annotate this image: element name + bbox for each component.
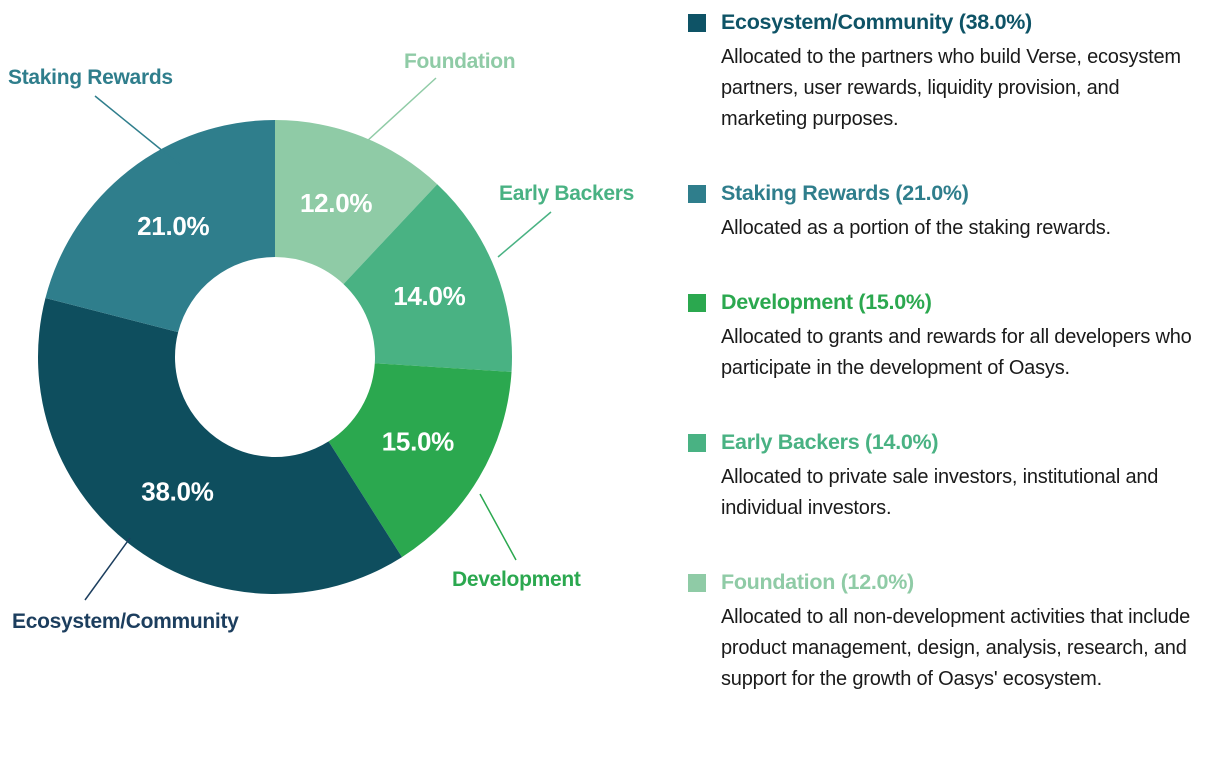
legend-title-row: Development (15.0%) xyxy=(688,290,1212,315)
pie-slice-staking-rewards xyxy=(45,120,276,333)
pie-slice-ecosystem-community xyxy=(38,298,402,594)
legend-item-title: Staking Rewards (21.0%) xyxy=(721,181,969,205)
legend-item-title: Development (15.0%) xyxy=(721,290,932,314)
legend-swatch xyxy=(688,293,706,312)
legend-item-staking-rewards: Staking Rewards (21.0%) Allocated as a p… xyxy=(688,181,1212,244)
legend-title-row: Foundation (12.0%) xyxy=(688,570,1212,595)
legend-title-row: Ecosystem/Community (38.0%) xyxy=(688,10,1212,35)
legend-title-row: Staking Rewards (21.0%) xyxy=(688,181,1212,206)
legend-item-description: Allocated as a portion of the staking re… xyxy=(721,217,1111,239)
slice-value-label-staking-rewards: 21.0% xyxy=(137,211,209,241)
slice-name-label-foundation: Foundation xyxy=(404,50,515,73)
pie-slice-foundation xyxy=(275,120,438,285)
slice-value-label-development: 15.0% xyxy=(382,427,454,457)
legend-item-description: Allocated to private sale investors, ins… xyxy=(721,466,1159,519)
legend-item-title: Early Backers (14.0%) xyxy=(721,430,939,454)
legend-swatch xyxy=(688,433,706,452)
legend-item-description: Allocated to all non-development activit… xyxy=(721,606,1191,690)
slice-name-label-ecosystem-community: Ecosystem/Community xyxy=(12,610,239,633)
leader-line-development xyxy=(479,493,517,561)
donut-chart: 12.0% Foundation 14.0% Early Backers 15.0% De… xyxy=(8,50,634,633)
slice-value-label-early-backers: 14.0% xyxy=(393,281,465,311)
legend-swatch xyxy=(688,184,706,203)
legend: Ecosystem/Community (38.0%) Allocated to… xyxy=(688,10,1212,741)
legend-item-description: Allocated to grants and rewards for all … xyxy=(721,326,1192,379)
legend-item-ecosystem-community: Ecosystem/Community (38.0%) Allocated to… xyxy=(688,10,1212,135)
slice-value-label-foundation: 12.0% xyxy=(300,188,372,218)
legend-swatch xyxy=(688,573,706,592)
slice-value-label-ecosystem-community: 38.0% xyxy=(141,476,213,506)
legend-item-foundation: Foundation (12.0%) Allocated to all non-… xyxy=(688,570,1212,695)
legend-swatch xyxy=(688,13,706,32)
slice-name-label-development: Development xyxy=(452,568,581,591)
legend-item-title: Ecosystem/Community (38.0%) xyxy=(721,10,1032,34)
leader-line-ecosystem-community xyxy=(84,537,131,601)
legend-title-row: Early Backers (14.0%) xyxy=(688,430,1212,455)
legend-item-early-backers: Early Backers (14.0%) Allocated to priva… xyxy=(688,430,1212,524)
donut-chart-svg: 12.0% Foundation 14.0% Early Backers 15.0% De… xyxy=(8,50,634,633)
legend-item-description: Allocated to the partners who build Vers… xyxy=(721,46,1181,130)
slice-name-label-early-backers: Early Backers xyxy=(499,182,634,205)
leader-line-foundation xyxy=(365,77,437,143)
legend-item-development: Development (15.0%) Allocated to grants … xyxy=(688,290,1212,384)
slice-name-label-staking-rewards: Staking Rewards xyxy=(8,66,173,89)
leader-line-early-backers xyxy=(497,211,552,258)
leader-line-staking-rewards xyxy=(94,95,181,166)
pie-slice-development xyxy=(328,363,512,558)
pie-slice-early-backers xyxy=(343,184,513,372)
legend-item-title: Foundation (12.0%) xyxy=(721,570,914,594)
